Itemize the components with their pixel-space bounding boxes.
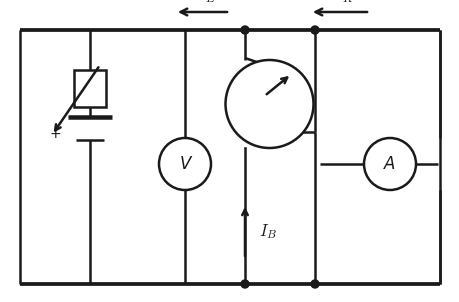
Circle shape	[310, 26, 318, 34]
Bar	[74, 70, 106, 107]
Circle shape	[225, 60, 313, 148]
Text: $I_B$: $I_B$	[258, 223, 276, 241]
Text: $I_E$: $I_E$	[197, 0, 216, 5]
Text: A: A	[383, 155, 395, 173]
Text: V: V	[179, 155, 190, 173]
Circle shape	[241, 280, 248, 288]
Circle shape	[241, 26, 248, 34]
Circle shape	[159, 138, 211, 190]
Circle shape	[363, 138, 415, 190]
Circle shape	[310, 280, 318, 288]
Text: +: +	[49, 127, 61, 140]
Text: $I_K$: $I_K$	[335, 0, 354, 5]
